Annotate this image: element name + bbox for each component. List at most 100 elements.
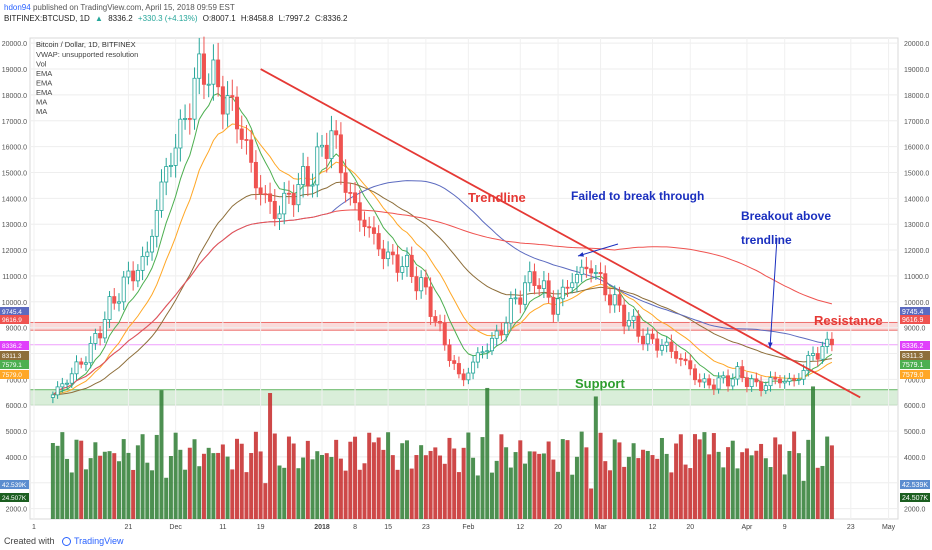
volume-bar bbox=[159, 390, 164, 519]
volume-bar bbox=[499, 434, 504, 519]
y-tick-label-right: 19000.0 bbox=[904, 67, 929, 74]
volume-bar bbox=[291, 443, 296, 519]
breakout-arrow-head bbox=[768, 342, 773, 348]
volume-layer bbox=[50, 386, 834, 519]
candle-body bbox=[216, 59, 221, 88]
volume-bar bbox=[140, 434, 145, 519]
candle-body bbox=[608, 294, 613, 306]
volume-bar bbox=[707, 454, 712, 519]
support-label: Support bbox=[575, 376, 625, 391]
volume-bar bbox=[320, 454, 324, 519]
volume-bar bbox=[353, 436, 358, 519]
volume-bar bbox=[211, 453, 216, 519]
volume-bar bbox=[376, 437, 381, 519]
candle-body bbox=[268, 193, 273, 202]
volume-bar bbox=[702, 432, 707, 519]
breakout-arrow bbox=[769, 237, 778, 349]
right-axis-badge-label: 24.507K bbox=[902, 495, 928, 502]
volume-bar bbox=[659, 437, 664, 519]
volume-bar bbox=[225, 456, 230, 519]
y-tick-label-left: 18000.0 bbox=[2, 93, 27, 100]
candle-body bbox=[79, 361, 84, 365]
volume-bar bbox=[466, 432, 471, 519]
volume-bar bbox=[338, 458, 343, 519]
symbol-line: BITFINEX:BTCUSD, 1D ▲ 8336.2 +330.3 (+4.… bbox=[4, 14, 350, 23]
volume-bar bbox=[334, 439, 339, 519]
volume-bar bbox=[674, 443, 679, 519]
volume-bar bbox=[65, 458, 70, 519]
indicator-legend-item: EMA bbox=[36, 88, 52, 97]
candle-body bbox=[112, 296, 117, 304]
left-axis-badge-label: 9616.9 bbox=[2, 317, 22, 324]
candle-body bbox=[376, 233, 381, 250]
author-link[interactable]: hdon94 bbox=[4, 3, 31, 12]
volume-bar bbox=[183, 469, 188, 519]
candle-body bbox=[546, 280, 551, 298]
candle-body bbox=[560, 286, 565, 300]
indicator-legend-item: Vol bbox=[36, 60, 47, 69]
candle-body bbox=[69, 373, 74, 384]
x-tick-label: Feb bbox=[462, 524, 474, 531]
candle-body bbox=[678, 358, 683, 360]
candle-body bbox=[513, 297, 518, 300]
x-tick-label: 20 bbox=[686, 524, 694, 531]
candle-body bbox=[716, 377, 721, 390]
candle-body bbox=[674, 351, 679, 359]
symbol-label[interactable]: BITFINEX:BTCUSD, 1D bbox=[4, 14, 90, 23]
candle-body bbox=[650, 333, 655, 340]
up-arrow-icon: ▲ bbox=[95, 14, 103, 23]
volume-bar bbox=[362, 463, 367, 519]
candle-body bbox=[792, 378, 797, 381]
x-tick-label: 8 bbox=[353, 524, 357, 531]
y-tick-label-right: 13000.0 bbox=[904, 222, 929, 229]
volume-bar bbox=[636, 458, 641, 519]
volume-bar bbox=[806, 439, 811, 519]
candle-body bbox=[187, 118, 192, 120]
zone-layer bbox=[29, 321, 899, 406]
right-axis-badge bbox=[900, 315, 930, 324]
volume-bar bbox=[386, 432, 391, 519]
volume-bar bbox=[239, 443, 244, 519]
volume-bar bbox=[631, 443, 636, 519]
candle-body bbox=[806, 355, 811, 371]
volume-bar bbox=[93, 442, 98, 519]
right-axis-badge bbox=[900, 370, 930, 379]
y-tick-label-left: 20000.0 bbox=[2, 41, 27, 48]
candle-body bbox=[692, 368, 697, 381]
left-axis-badge-label: 7579.0 bbox=[2, 372, 22, 379]
tradingview-link[interactable]: TradingView bbox=[62, 536, 124, 547]
indicator-legend-item: MA bbox=[36, 98, 47, 107]
candle-body bbox=[277, 213, 282, 219]
volume-bar bbox=[721, 467, 726, 519]
volume-bar bbox=[532, 451, 537, 519]
candle-body bbox=[211, 59, 216, 85]
candle-body bbox=[556, 298, 561, 315]
volume-bar bbox=[438, 455, 443, 519]
volume-bar bbox=[759, 443, 764, 519]
volume-bar bbox=[711, 433, 716, 519]
candle-body bbox=[83, 362, 88, 365]
volume-bar bbox=[102, 451, 107, 519]
tradingview-brand: TradingView bbox=[74, 536, 124, 546]
candle-body bbox=[201, 53, 206, 85]
candle-body bbox=[178, 118, 183, 149]
candle-body bbox=[338, 134, 343, 174]
candle-body bbox=[253, 161, 258, 189]
candle-body bbox=[777, 378, 782, 384]
volume-bar bbox=[513, 452, 518, 519]
candle-body bbox=[310, 184, 315, 187]
x-tick-label: 12 bbox=[516, 524, 524, 531]
volume-bar bbox=[664, 453, 669, 519]
y-tick-label-left: 6000.0 bbox=[6, 403, 28, 410]
volume-bar bbox=[253, 431, 258, 519]
candle-body bbox=[763, 385, 768, 391]
annotation-line-layer bbox=[260, 68, 861, 399]
candle-body bbox=[721, 375, 726, 379]
candle-body bbox=[489, 337, 494, 352]
volume-bar bbox=[301, 457, 306, 519]
indicator-legend-item: EMA bbox=[36, 69, 52, 78]
candle-body bbox=[829, 338, 834, 346]
volume-bar bbox=[579, 431, 584, 519]
volume-bar bbox=[164, 477, 169, 519]
